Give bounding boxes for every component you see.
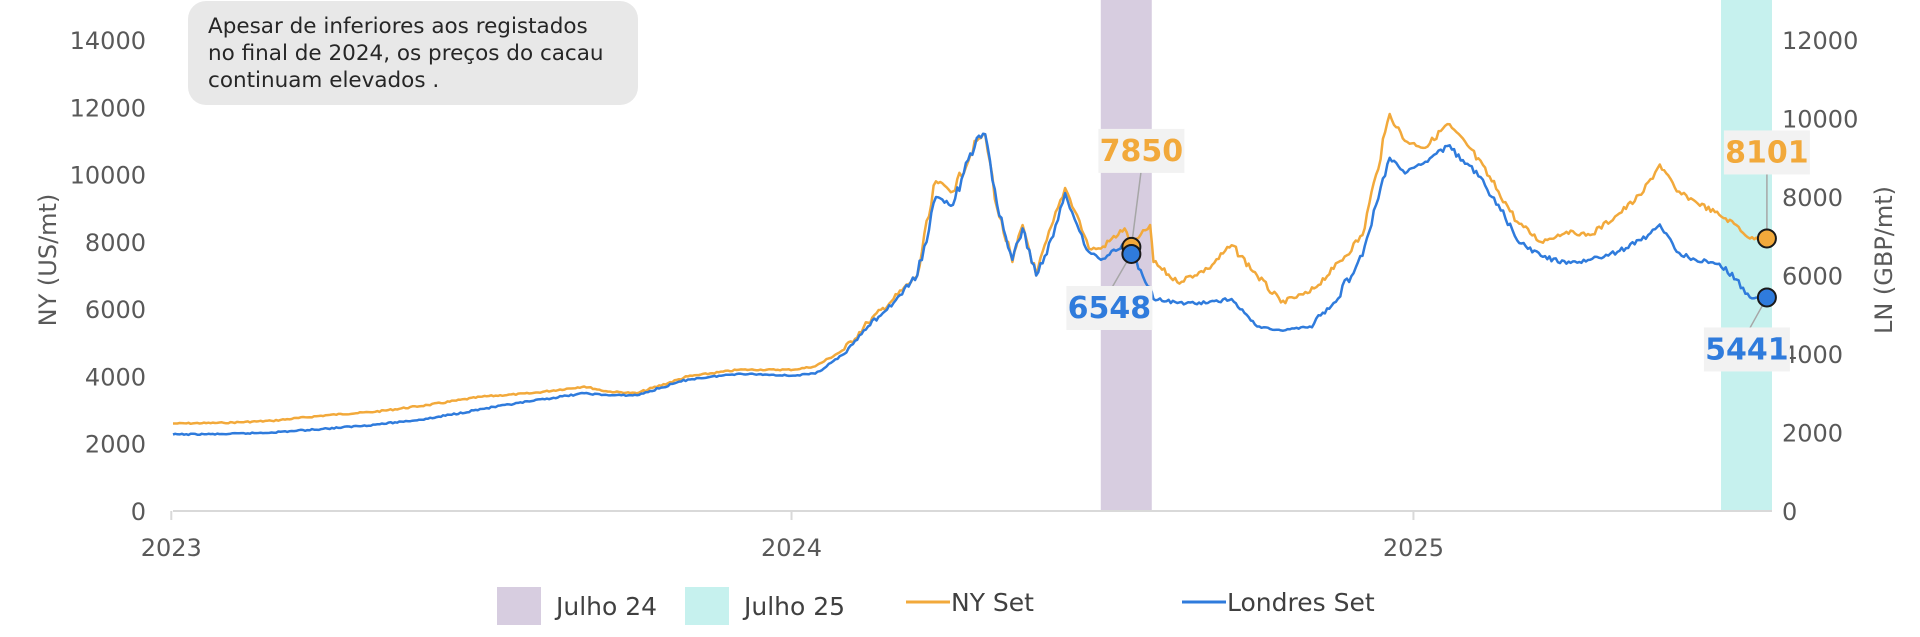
callout-leader: [1130, 168, 1143, 247]
left-tick-label: 14000: [70, 27, 146, 55]
left-axis-ticks: 0 2000 4000 6000 8000 10000 12000 14000: [70, 27, 146, 526]
left-tick-label: 10000: [70, 162, 146, 190]
legend-label-julho-24: Julho 24: [554, 592, 657, 621]
legend-label-julho-25: Julho 25: [742, 592, 845, 621]
callout-point: [1121, 243, 1142, 264]
x-axis-ticks: 2023 2024 2025: [141, 511, 1444, 562]
legend-swatch-julho-24: [497, 587, 541, 625]
callout-value-label: 5441: [1705, 332, 1789, 367]
x-tick-label: 2023: [141, 534, 202, 562]
x-tick-label: 2024: [761, 534, 822, 562]
callout-label-bg: [1703, 327, 1790, 372]
legend-label-ny-set: NY Set: [951, 588, 1034, 617]
annotation-box: Apesar de inferiores aos registados no f…: [188, 1, 638, 105]
annotation-line-2: no final de 2024, os preços do cacau: [208, 41, 604, 66]
left-tick-label: 4000: [85, 363, 146, 391]
callout-label-bg: [1066, 285, 1153, 330]
left-tick-label: 2000: [85, 431, 146, 459]
series-line-ny-set: [173, 112, 1768, 426]
right-tick-label: 4000: [1782, 341, 1843, 369]
callout-value-label: 6548: [1068, 291, 1152, 326]
left-axis-title: NY (US/mt): [34, 194, 62, 327]
band-julho-25: [1721, 0, 1772, 511]
left-tick-label: 6000: [85, 296, 146, 324]
annotation-line-1: Apesar de inferiores aos registados: [208, 14, 588, 39]
callout-label-bg: [1098, 128, 1185, 173]
series-line-londres-set: [172, 132, 1768, 437]
callout-point: [1756, 228, 1777, 249]
data-callouts: 7850 6548 8101 5441: [1066, 128, 1810, 372]
right-tick-label: 2000: [1782, 420, 1843, 448]
series-lines: [172, 112, 1768, 437]
right-axis-ticks: 0 2000 4000 6000 8000 10000 12000: [1782, 27, 1858, 526]
right-tick-label: 8000: [1782, 184, 1843, 212]
right-tick-label: 0: [1782, 498, 1797, 526]
callout-point: [1756, 287, 1777, 308]
callout-label-bg: [1723, 130, 1810, 175]
right-axis-title: LN (GBP/mt): [1870, 186, 1898, 334]
left-tick-label: 12000: [70, 94, 146, 122]
shaded-periods: [1100, 0, 1772, 511]
legend: Julho 24 Julho 25 NY Set Londres Set: [497, 587, 1375, 625]
left-tick-label: 8000: [85, 229, 146, 257]
right-tick-label: 10000: [1782, 106, 1858, 134]
annotation-line-3: continuam elevados .: [208, 68, 440, 93]
right-tick-label: 12000: [1782, 27, 1858, 55]
legend-swatch-julho-25: [685, 587, 729, 625]
right-tick-label: 6000: [1782, 263, 1843, 291]
x-tick-label: 2025: [1383, 534, 1444, 562]
callout-value-label: 8101: [1725, 135, 1809, 170]
left-tick-label: 0: [131, 498, 146, 526]
callout-value-label: 7850: [1100, 134, 1184, 169]
legend-label-londres-set: Londres Set: [1227, 588, 1375, 617]
